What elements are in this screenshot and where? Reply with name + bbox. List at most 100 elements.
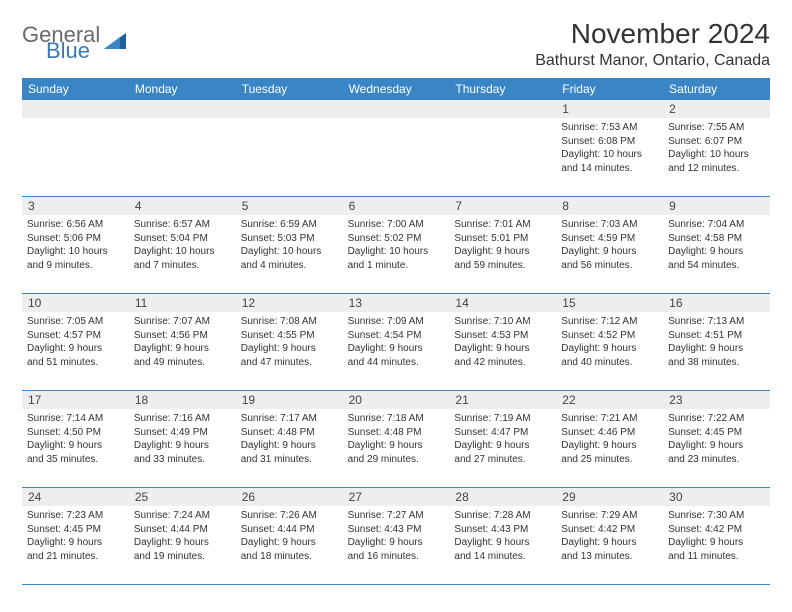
- sunrise-text: Sunrise: 7:22 AM: [668, 412, 765, 426]
- sunrise-text: Sunrise: 7:30 AM: [668, 509, 765, 523]
- day-number: 5: [236, 197, 343, 215]
- dl1-text: Daylight: 9 hours: [27, 536, 124, 550]
- week-row: Sunrise: 6:56 AMSunset: 5:06 PMDaylight:…: [22, 215, 770, 294]
- dl2-text: and 16 minutes.: [348, 550, 445, 564]
- dl2-text: and 27 minutes.: [454, 453, 551, 467]
- calendar-cell: Sunrise: 7:29 AMSunset: 4:42 PMDaylight:…: [556, 506, 663, 584]
- dl1-text: Daylight: 10 hours: [561, 148, 658, 162]
- calendar-cell: Sunrise: 7:22 AMSunset: 4:45 PMDaylight:…: [663, 409, 770, 487]
- dl1-text: Daylight: 9 hours: [348, 439, 445, 453]
- dl2-text: and 44 minutes.: [348, 356, 445, 370]
- dl2-text: and 42 minutes.: [454, 356, 551, 370]
- sunset-text: Sunset: 4:44 PM: [241, 523, 338, 537]
- week-row: Sunrise: 7:14 AMSunset: 4:50 PMDaylight:…: [22, 409, 770, 488]
- dl1-text: Daylight: 9 hours: [561, 245, 658, 259]
- day-header-cell: Friday: [556, 78, 663, 100]
- dl1-text: Daylight: 9 hours: [134, 536, 231, 550]
- calendar-cell: Sunrise: 7:12 AMSunset: 4:52 PMDaylight:…: [556, 312, 663, 390]
- day-number: 2: [663, 100, 770, 118]
- dl2-text: and 31 minutes.: [241, 453, 338, 467]
- logo-triangle-icon: [104, 31, 130, 56]
- dl1-text: Daylight: 10 hours: [134, 245, 231, 259]
- day-number: 25: [129, 488, 236, 506]
- day-header-row: SundayMondayTuesdayWednesdayThursdayFrid…: [22, 78, 770, 100]
- dl1-text: Daylight: 10 hours: [668, 148, 765, 162]
- dl2-text: and 7 minutes.: [134, 259, 231, 273]
- dl1-text: Daylight: 9 hours: [454, 245, 551, 259]
- month-title: November 2024: [535, 18, 770, 50]
- day-number: 7: [449, 197, 556, 215]
- dl2-text: and 40 minutes.: [561, 356, 658, 370]
- day-number: 24: [22, 488, 129, 506]
- day-number: 15: [556, 294, 663, 312]
- calendar-cell: Sunrise: 7:14 AMSunset: 4:50 PMDaylight:…: [22, 409, 129, 487]
- calendar-cell: Sunrise: 7:10 AMSunset: 4:53 PMDaylight:…: [449, 312, 556, 390]
- sunset-text: Sunset: 4:43 PM: [348, 523, 445, 537]
- sunset-text: Sunset: 4:46 PM: [561, 426, 658, 440]
- week-row: Sunrise: 7:23 AMSunset: 4:45 PMDaylight:…: [22, 506, 770, 585]
- calendar-cell: Sunrise: 7:21 AMSunset: 4:46 PMDaylight:…: [556, 409, 663, 487]
- location: Bathurst Manor, Ontario, Canada: [535, 52, 770, 70]
- dl1-text: Daylight: 9 hours: [134, 342, 231, 356]
- calendar-cell: Sunrise: 7:05 AMSunset: 4:57 PMDaylight:…: [22, 312, 129, 390]
- calendar-cell: Sunrise: 6:56 AMSunset: 5:06 PMDaylight:…: [22, 215, 129, 293]
- week-row: Sunrise: 7:53 AMSunset: 6:08 PMDaylight:…: [22, 118, 770, 197]
- sunset-text: Sunset: 5:02 PM: [348, 232, 445, 246]
- calendar-cell: Sunrise: 7:04 AMSunset: 4:58 PMDaylight:…: [663, 215, 770, 293]
- dl2-text: and 25 minutes.: [561, 453, 658, 467]
- dl2-text: and 38 minutes.: [668, 356, 765, 370]
- calendar-cell: Sunrise: 7:07 AMSunset: 4:56 PMDaylight:…: [129, 312, 236, 390]
- calendar-cell: [236, 118, 343, 196]
- day-number: 14: [449, 294, 556, 312]
- day-number-row: 10111213141516: [22, 294, 770, 312]
- sunrise-text: Sunrise: 7:07 AM: [134, 315, 231, 329]
- sunrise-text: Sunrise: 7:13 AM: [668, 315, 765, 329]
- dl2-text: and 19 minutes.: [134, 550, 231, 564]
- sunset-text: Sunset: 5:03 PM: [241, 232, 338, 246]
- sunrise-text: Sunrise: 7:08 AM: [241, 315, 338, 329]
- sunset-text: Sunset: 4:43 PM: [454, 523, 551, 537]
- sunset-text: Sunset: 4:52 PM: [561, 329, 658, 343]
- dl2-text: and 4 minutes.: [241, 259, 338, 273]
- dl1-text: Daylight: 9 hours: [561, 536, 658, 550]
- dl1-text: Daylight: 9 hours: [668, 439, 765, 453]
- dl2-text: and 18 minutes.: [241, 550, 338, 564]
- day-number: [343, 100, 450, 118]
- sunset-text: Sunset: 4:58 PM: [668, 232, 765, 246]
- sunset-text: Sunset: 4:56 PM: [134, 329, 231, 343]
- dl1-text: Daylight: 9 hours: [27, 342, 124, 356]
- calendar: SundayMondayTuesdayWednesdayThursdayFrid…: [22, 78, 770, 585]
- sunset-text: Sunset: 5:06 PM: [27, 232, 124, 246]
- dl2-text: and 12 minutes.: [668, 162, 765, 176]
- dl2-text: and 54 minutes.: [668, 259, 765, 273]
- day-number: 21: [449, 391, 556, 409]
- day-header-cell: Sunday: [22, 78, 129, 100]
- sunset-text: Sunset: 4:59 PM: [561, 232, 658, 246]
- day-number: 10: [22, 294, 129, 312]
- sunrise-text: Sunrise: 7:26 AM: [241, 509, 338, 523]
- calendar-cell: Sunrise: 7:13 AMSunset: 4:51 PMDaylight:…: [663, 312, 770, 390]
- dl1-text: Daylight: 9 hours: [241, 536, 338, 550]
- day-number: 4: [129, 197, 236, 215]
- calendar-cell: Sunrise: 7:19 AMSunset: 4:47 PMDaylight:…: [449, 409, 556, 487]
- dl1-text: Daylight: 9 hours: [561, 342, 658, 356]
- day-number: 16: [663, 294, 770, 312]
- day-number: [22, 100, 129, 118]
- logo-text-blue: Blue: [46, 40, 100, 62]
- calendar-cell: Sunrise: 7:00 AMSunset: 5:02 PMDaylight:…: [343, 215, 450, 293]
- dl2-text: and 56 minutes.: [561, 259, 658, 273]
- day-number: 12: [236, 294, 343, 312]
- calendar-cell: [22, 118, 129, 196]
- calendar-cell: Sunrise: 6:57 AMSunset: 5:04 PMDaylight:…: [129, 215, 236, 293]
- sunrise-text: Sunrise: 7:10 AM: [454, 315, 551, 329]
- day-number: 26: [236, 488, 343, 506]
- sunrise-text: Sunrise: 7:16 AM: [134, 412, 231, 426]
- sunrise-text: Sunrise: 7:09 AM: [348, 315, 445, 329]
- day-number: 19: [236, 391, 343, 409]
- dl2-text: and 59 minutes.: [454, 259, 551, 273]
- dl1-text: Daylight: 9 hours: [27, 439, 124, 453]
- day-number-row: 24252627282930: [22, 488, 770, 506]
- day-number: 29: [556, 488, 663, 506]
- calendar-cell: Sunrise: 6:59 AMSunset: 5:03 PMDaylight:…: [236, 215, 343, 293]
- dl2-text: and 49 minutes.: [134, 356, 231, 370]
